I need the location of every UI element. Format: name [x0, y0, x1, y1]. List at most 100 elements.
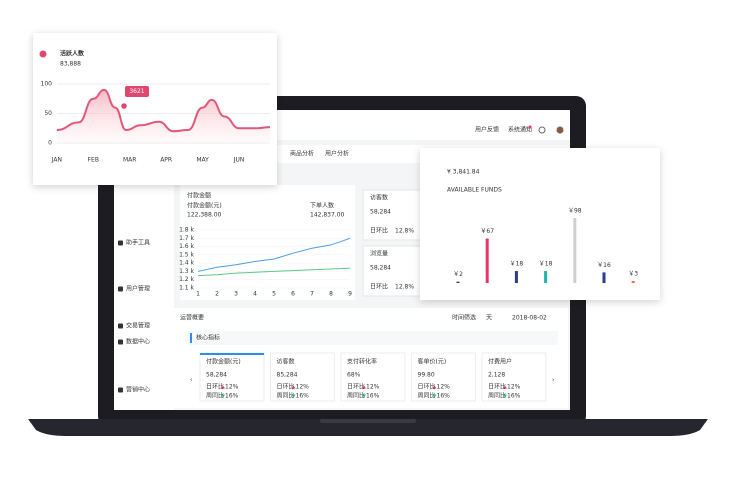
y-tick-label: 1.4 k [179, 260, 194, 267]
prev-arrow[interactable]: ‹ [190, 377, 192, 384]
change-label: 周同比 [488, 392, 506, 400]
x-tick-label: 1 [196, 291, 200, 298]
x-tick-label: FEB [88, 157, 99, 164]
nav-item[interactable]: 系统通知 [508, 126, 532, 134]
card-value: 58,284 [370, 209, 391, 216]
bar [544, 271, 548, 283]
metric-label: 访客数 [277, 358, 295, 366]
metric-active [200, 353, 264, 355]
card-label: 访客数 [370, 194, 388, 202]
metric-label: 付款金额(元) [206, 358, 241, 366]
metric-value: 68% [347, 372, 361, 379]
up-arrow [503, 385, 507, 389]
change-value: 12% [437, 384, 451, 391]
change-label: 日环比 [347, 383, 365, 391]
y-tick-label: 50 [44, 110, 52, 117]
change-label: 日环比 [488, 383, 506, 391]
laptop-base [28, 419, 708, 436]
filter-date[interactable]: 2018-08-02 [512, 315, 547, 322]
change-label: 日环比 [277, 383, 295, 391]
down-arrow [503, 394, 507, 398]
menu-icon [118, 387, 123, 393]
avatar[interactable] [556, 126, 564, 134]
line [56, 88, 271, 133]
funds-card [420, 148, 660, 300]
menu-item[interactable]: 数据中心 [126, 338, 150, 346]
down-arrow [432, 394, 437, 398]
metric-value: 58,284 [206, 372, 227, 379]
down-arrow [221, 394, 225, 398]
tab[interactable]: 用户分析 [325, 150, 349, 158]
tooltip [125, 86, 149, 97]
up-arrow [221, 385, 225, 389]
change-value: 16% [366, 393, 380, 400]
bar [631, 281, 635, 283]
x-tick-label: MAY [196, 157, 209, 164]
filter-label: 时间筛选 [452, 314, 476, 322]
laptop-notch [320, 419, 416, 423]
y-tick-label: 1.5 k [179, 251, 194, 258]
card-title: 活跃人数 [60, 50, 85, 58]
menu-item[interactable]: 交易管理 [126, 322, 150, 330]
active-users-card [33, 33, 277, 185]
funds-label: AVAILABLE FUNDS [447, 187, 502, 194]
down-arrow [291, 394, 296, 398]
next-arrow[interactable]: › [552, 377, 554, 384]
metric-value: 2,128 [488, 372, 505, 379]
line [197, 267, 351, 277]
menu-item[interactable]: 助手工具 [126, 239, 150, 247]
menu-item[interactable]: 营销中心 [126, 386, 150, 394]
metric-value: 85,284 [277, 372, 298, 379]
bar-label: ￥16 [597, 262, 611, 269]
card-label: 浏览量 [370, 250, 388, 258]
x-tick-label: 5 [272, 291, 276, 298]
bar [602, 272, 606, 283]
help-icon[interactable] [538, 126, 546, 134]
metric-value: 122,388.00 [187, 212, 222, 219]
bar-label: ￥2 [453, 271, 463, 278]
y-tick-label: 1.8 k [179, 227, 194, 234]
card-total: 83,888 [60, 61, 81, 68]
menu-item[interactable]: 用户管理 [126, 285, 150, 293]
change-label: 周同比 [347, 392, 365, 400]
y-tick-label: 100 [41, 81, 53, 88]
metric-value: 99.80 [418, 372, 435, 379]
metric-card [270, 352, 335, 402]
metric-label: 付费用户 [488, 358, 512, 366]
section-title: 核心指标 [196, 334, 220, 342]
x-tick-label: MAR [123, 157, 136, 164]
change-value: 12% [507, 384, 521, 391]
metric-label: 付款金额(元) [187, 202, 222, 210]
payment-panel [180, 185, 355, 300]
filter-unit[interactable]: 天 [486, 315, 492, 322]
title-dot [39, 50, 47, 58]
metric-value: 142,837.00 [310, 212, 345, 219]
x-tick-label: 6 [291, 291, 295, 298]
x-tick-label: 9 [348, 291, 352, 298]
metric-card [481, 352, 547, 402]
tab[interactable]: 商品分析 [290, 150, 314, 158]
change-value: 16% [437, 393, 451, 400]
y-tick-label: 1.2 k [179, 276, 194, 283]
panel-title: 运营概要 [180, 314, 204, 322]
tooltip-text: 3621 [129, 88, 144, 95]
change-value: 16% [507, 393, 521, 400]
nav-item[interactable]: 用户反馈 [475, 126, 499, 134]
down-arrow [362, 394, 366, 398]
x-tick-label: APR [160, 157, 172, 164]
y-tick-label: 1.6 k [179, 243, 194, 250]
panel-title: 付款金额 [187, 192, 211, 200]
change-label: 日环比 [370, 283, 388, 291]
y-tick-label: 1.1 k [179, 285, 194, 292]
metric-label: 客单价(元) [418, 358, 447, 366]
metric-card [340, 352, 406, 402]
menu-icon [118, 240, 123, 246]
bar [456, 281, 460, 283]
change-value: 16% [225, 393, 239, 400]
metric-card [199, 352, 265, 402]
bar [485, 238, 489, 283]
up-arrow [291, 385, 296, 389]
change-value: 12% [296, 384, 310, 391]
x-tick-label: JUN [233, 157, 245, 164]
change-label: 周同比 [418, 392, 436, 400]
